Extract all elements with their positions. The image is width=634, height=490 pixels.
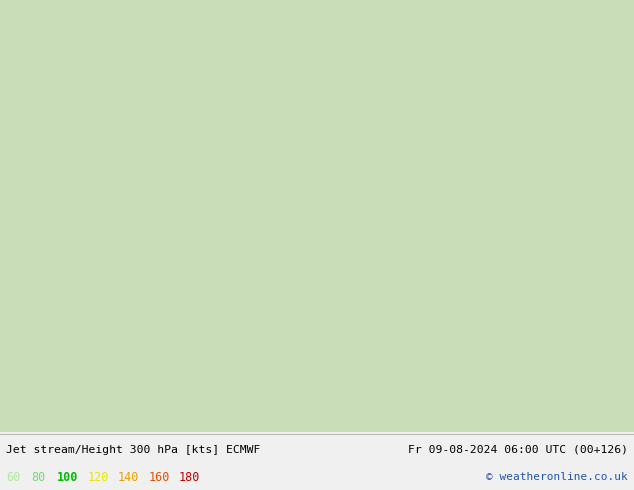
Text: 100: 100 [57, 471, 79, 484]
Text: 120: 120 [87, 471, 109, 484]
Text: 140: 140 [118, 471, 139, 484]
Text: Jet stream/Height 300 hPa [kts] ECMWF: Jet stream/Height 300 hPa [kts] ECMWF [6, 444, 261, 455]
Text: 60: 60 [6, 471, 20, 484]
Text: 80: 80 [32, 471, 46, 484]
Text: 180: 180 [179, 471, 200, 484]
Text: Fr 09-08-2024 06:00 UTC (00+126): Fr 09-08-2024 06:00 UTC (00+126) [408, 444, 628, 455]
Text: © weatheronline.co.uk: © weatheronline.co.uk [486, 472, 628, 482]
Text: 160: 160 [148, 471, 170, 484]
